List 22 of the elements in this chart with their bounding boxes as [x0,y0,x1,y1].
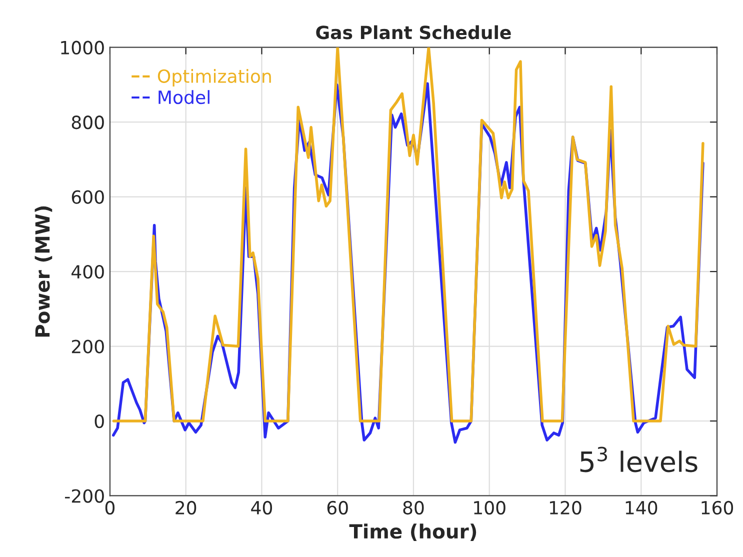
y-tick-label: 1000 [61,40,104,54]
x-axis-title: Time (hour) [349,524,476,541]
x-tick-label: 160 [702,500,734,515]
y-tick-label: 200 [72,340,104,354]
x-tick-label: 80 [403,500,424,515]
x-tick-label: 40 [251,500,272,515]
legend-label: Optimization [158,69,271,86]
y-axis-title: Power (MW) [34,206,52,337]
annotation: 5$^{3}$ levels [580,446,698,472]
x-tick-label: 120 [550,500,582,515]
y-tick-label: 600 [72,190,104,204]
y-tick-label: 0 [94,414,104,428]
x-tick-label: 20 [176,500,196,515]
chart-title: Gas Plant Schedule [316,25,511,40]
x-tick-label: 0 [105,500,115,515]
x-tick-label: 60 [327,500,348,515]
legend-label: Model [158,90,210,104]
y-tick-label: 400 [72,264,104,279]
x-tick-label: 140 [626,500,658,515]
y-tick-label: -200 [65,489,104,503]
x-tick-label: 100 [474,500,506,515]
y-tick-label: 800 [72,116,104,130]
